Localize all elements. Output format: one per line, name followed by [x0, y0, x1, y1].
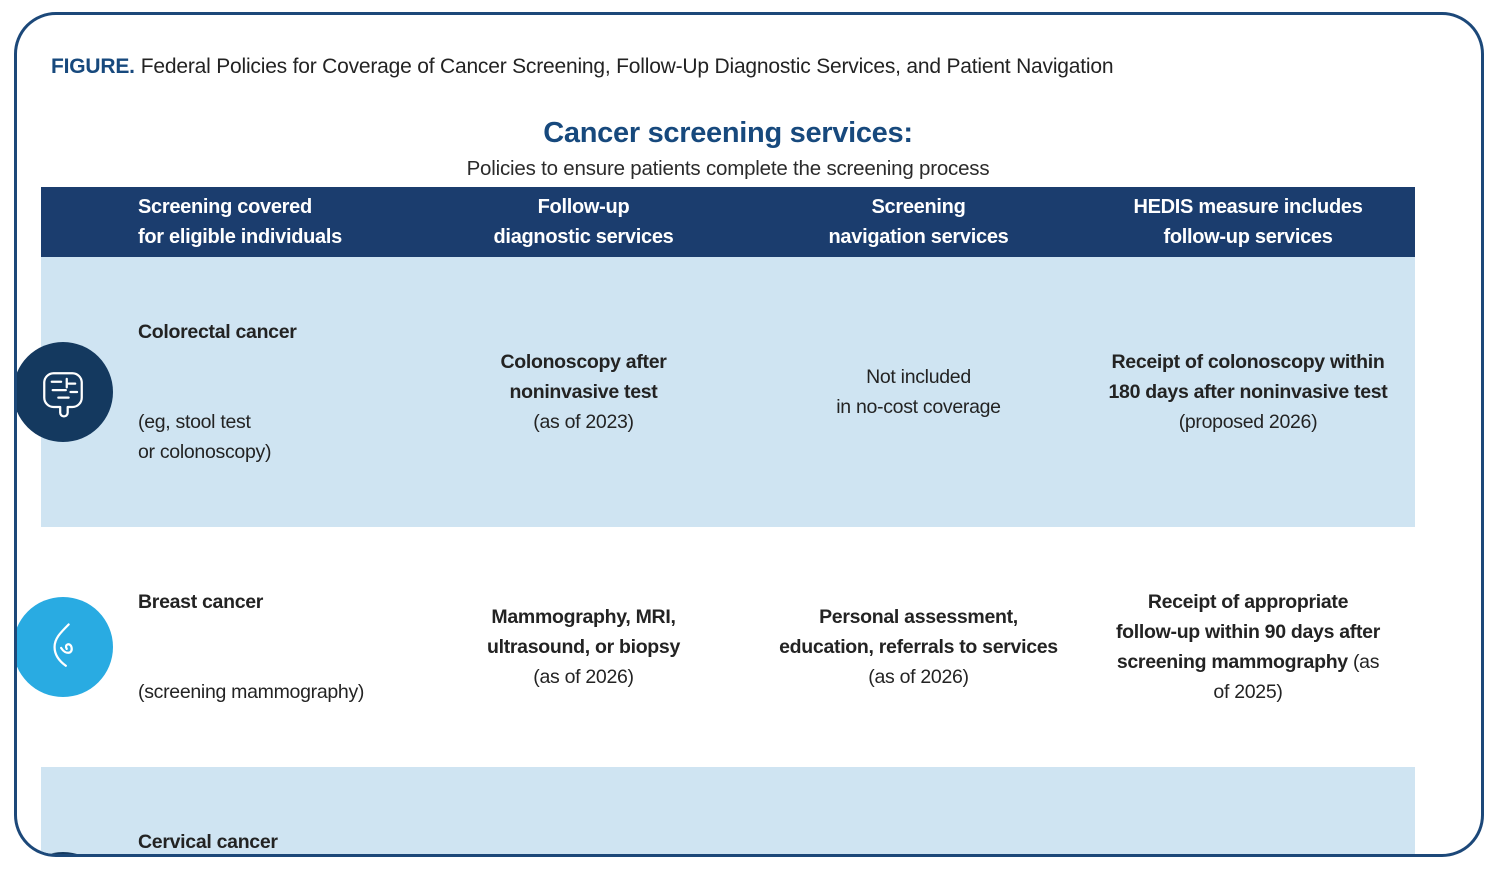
cancer-name: Cervical cancer	[138, 831, 278, 853]
followup-cell: Mammography, MRI, ultrasound, or biopsy …	[486, 606, 681, 688]
header-icon-spacer	[41, 187, 138, 257]
breast-cancer-icon	[17, 597, 113, 697]
table-row: Breast cancer (screening mammography) Ma…	[17, 527, 1415, 767]
figure-frame: FIGURE. Federal Policies for Coverage of …	[14, 12, 1484, 857]
table-container: Cancer screening services: Policies to e…	[17, 117, 1415, 854]
table-header-row: Screening covered for eligible individua…	[41, 187, 1415, 257]
cancer-detail: (eg, stool test or colonoscopy)	[138, 411, 272, 463]
navigation-cell: Not included in no-cost coverage	[836, 366, 1001, 418]
table-row: Cervical cancer (Pap test +/- HPV test, …	[17, 767, 1415, 854]
chart-title: Cancer screening services:	[543, 117, 913, 149]
header-hedis-measure: HEDIS measure includes follow-up service…	[1133, 196, 1363, 248]
figure-caption: FIGURE. Federal Policies for Coverage of …	[51, 55, 1481, 79]
header-screening-covered: Screening covered for eligible individua…	[138, 196, 342, 248]
header-followup-diagnostic: Follow-up diagnostic services	[493, 196, 674, 248]
hedis-cell: Receipt of appropriate follow-up within …	[1115, 591, 1381, 703]
cancer-detail: (screening mammography)	[138, 681, 365, 703]
hedis-cell: Receipt of colonoscopy within 180 days a…	[1108, 351, 1388, 433]
figure-label: FIGURE.	[51, 55, 135, 78]
chart-subtitle: Policies to ensure patients complete the…	[466, 157, 990, 180]
table-row: Colorectal cancer (eg, stool test or col…	[17, 257, 1415, 527]
figure-caption-text: Federal Policies for Coverage of Cancer …	[140, 55, 1114, 78]
cervical-cancer-icon	[17, 852, 113, 854]
cancer-name: Colorectal cancer	[138, 321, 297, 343]
navigation-cell: Personal assessment, education, referral…	[779, 606, 1058, 688]
header-screening-navigation: Screening navigation services	[828, 196, 1009, 248]
cancer-name: Breast cancer	[138, 591, 264, 613]
followup-cell: Colonoscopy after noninvasive test (as o…	[500, 351, 667, 433]
colorectal-cancer-icon	[17, 342, 113, 442]
